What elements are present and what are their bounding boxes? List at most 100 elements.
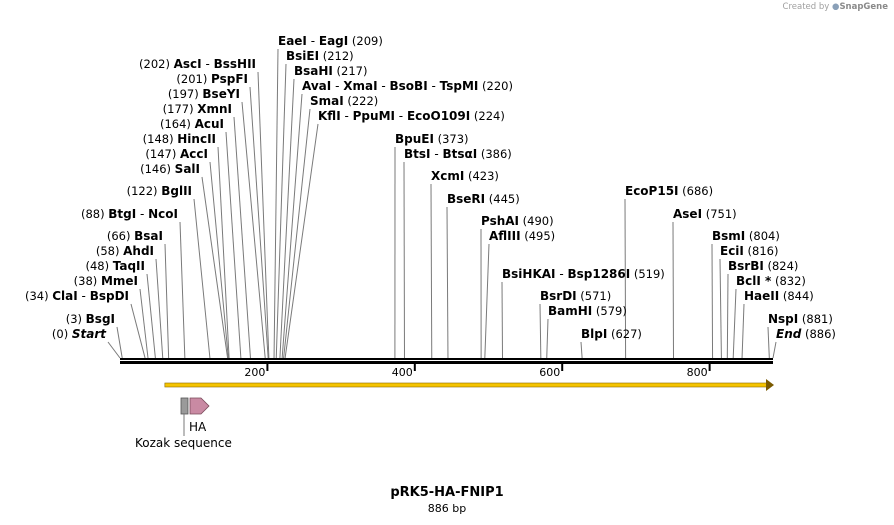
- leader-clai-bspdi: [130, 303, 146, 359]
- ha-feature-label: HA: [189, 420, 207, 434]
- enzyme-name: EaeI: [278, 34, 307, 48]
- leader-bglii: [193, 198, 211, 359]
- site-pos: (177): [163, 102, 198, 116]
- orf-arrowhead: [766, 379, 774, 391]
- enzyme-name: BlpI: [581, 327, 607, 341]
- leader-blpi: [580, 341, 583, 359]
- enzyme-name: BamHI: [548, 304, 592, 318]
- site-sep: -: [202, 57, 214, 71]
- enzyme-name: End: [776, 327, 802, 341]
- site-sep: -: [307, 34, 319, 48]
- enzyme-name: AcuI: [195, 117, 224, 131]
- site-pos: (0): [52, 327, 72, 341]
- site-pos: (445): [485, 192, 520, 206]
- site-pos: (146): [140, 162, 175, 176]
- site-pos: (202): [139, 57, 174, 71]
- enzyme-name: NcoI: [148, 207, 178, 221]
- site-pos: (201): [176, 72, 211, 86]
- site-label-bsihkai-bsp1286i: BsiHKAI - Bsp1286I (519): [502, 267, 665, 281]
- site-pos: (816): [744, 244, 779, 258]
- leader-taqii: [146, 273, 156, 359]
- leader-acui: [225, 131, 242, 359]
- site-pos: (751): [702, 207, 737, 221]
- enzyme-name: AhdI: [123, 244, 154, 258]
- enzyme-name: BspDI: [90, 289, 129, 303]
- methylation-star: *: [761, 274, 772, 288]
- feature-graphics: [180, 397, 210, 436]
- leader-ecop15i: [624, 198, 627, 359]
- site-label-nspi: NspI (881): [768, 312, 833, 326]
- site-pos: (222): [344, 94, 379, 108]
- site-label-pshai: PshAI (490): [481, 214, 554, 228]
- site-label-start: (0) Start: [52, 327, 107, 341]
- enzyme-name: EciI: [720, 244, 744, 258]
- enzyme-name: BpuEI: [395, 132, 434, 146]
- enzyme-name: BssHII: [214, 57, 256, 71]
- enzyme-name: MmeI: [101, 274, 138, 288]
- enzyme-name: EagI: [319, 34, 348, 48]
- site-pos: (3): [66, 312, 86, 326]
- site-label-xmni: (177) XmnI: [163, 102, 232, 116]
- site-pos: (881): [798, 312, 833, 326]
- site-label-mmei: (38) MmeI: [74, 274, 138, 288]
- site-pos: (58): [96, 244, 123, 258]
- site-pos: (423): [464, 169, 499, 183]
- site-label-acui: (164) AcuI: [160, 117, 224, 131]
- site-label-taqii: (48) TaqII: [85, 259, 145, 273]
- site-label-btsi-bts-i: BtsI - BtsαI (386): [404, 147, 512, 161]
- enzyme-name: BsrDI: [540, 289, 577, 303]
- site-label-asei: AseI (751): [673, 207, 737, 221]
- enzyme-name: BsaHI: [294, 64, 333, 78]
- enzyme-name: BsrBI: [728, 259, 764, 273]
- site-label-blpi: BlpI (627): [581, 327, 642, 341]
- site-pos: (824): [764, 259, 799, 273]
- site-label-ecop15i: EcoP15I (686): [625, 184, 713, 198]
- site-label-clai-bspdi: (34) ClaI - BspDI: [25, 289, 129, 303]
- site-pos: (66): [107, 229, 134, 243]
- site-label-smai: SmaI (222): [310, 94, 378, 108]
- site-sep: -: [378, 79, 390, 93]
- enzyme-name: PspFI: [211, 72, 248, 86]
- tick-label-800: 800: [687, 366, 708, 379]
- enzyme-name: BtsI: [404, 147, 431, 161]
- enzyme-name: ClaI: [52, 289, 77, 303]
- site-sep: -: [431, 147, 443, 161]
- site-label-eaei-eagi: EaeI - EagI (209): [278, 34, 383, 48]
- enzyme-name: TaqII: [113, 259, 145, 273]
- enzyme-name: Bsp1286I: [567, 267, 630, 281]
- site-pos: (373): [434, 132, 469, 146]
- site-pos: (495): [521, 229, 556, 243]
- leader-bseyi: [241, 101, 266, 359]
- tick-label-200: 200: [244, 366, 265, 379]
- site-label-bsahi: BsaHI (217): [294, 64, 368, 78]
- enzyme-name: AflIII: [489, 229, 521, 243]
- snapgene-logo-icon: ●: [832, 2, 840, 12]
- site-label-afliii: AflIII (495): [489, 229, 555, 243]
- site-pos: (48): [85, 259, 112, 273]
- site-pos: (34): [25, 289, 52, 303]
- enzyme-name: BtsαI: [442, 147, 477, 161]
- site-pos: (224): [470, 109, 505, 123]
- site-label-bglii: (122) BglII: [127, 184, 192, 198]
- enzyme-name: PpuMI: [353, 109, 395, 123]
- site-pos: (886): [801, 327, 836, 341]
- site-label-avai-xmai-bsobi-tspmi: AvaI - XmaI - BsoBI - TspMI (220): [302, 79, 513, 93]
- leader-bsiei: [275, 63, 287, 359]
- enzyme-name: SalI: [175, 162, 200, 176]
- enzyme-name: BseRI: [447, 192, 485, 206]
- leader-asci-bsshii: [257, 71, 270, 359]
- site-pos: (212): [319, 49, 354, 63]
- enzyme-name: HaeII: [744, 289, 779, 303]
- orf-bar: [164, 382, 769, 388]
- site-label-bseri: BseRI (445): [447, 192, 520, 206]
- dna-backbone: [120, 358, 773, 364]
- enzyme-name: XcmI: [431, 169, 464, 183]
- leader-xcmi: [430, 183, 433, 359]
- site-pos: (571): [577, 289, 612, 303]
- credit-brand: SnapGene: [839, 2, 888, 12]
- enzyme-name: BsmI: [712, 229, 745, 243]
- leader-bsrbi: [726, 273, 729, 359]
- ruler-ticks: 200 400 600 800: [244, 364, 711, 379]
- credit-prefix: Created by: [782, 2, 830, 12]
